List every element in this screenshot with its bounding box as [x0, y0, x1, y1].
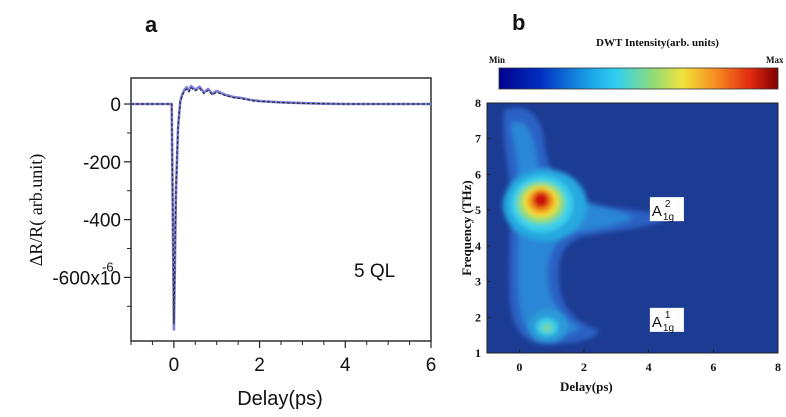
- panel-b-plot-frame: [486, 102, 779, 354]
- panel-a-y-tick-label: -600x10: [52, 268, 121, 289]
- mode-label: A: [652, 314, 662, 331]
- panel-b-y-tick-label: 7: [475, 132, 481, 146]
- panel-b-y-tick-label: 8: [475, 96, 481, 110]
- panel-b-x-axis-label: Delay(ps): [560, 379, 613, 394]
- panel-b-y-tick-label: 3: [475, 275, 481, 289]
- panel-b: b DWT Intensity(arb. units) Min Max: [459, 10, 784, 394]
- colorbar: [498, 67, 779, 90]
- panel-b-y-tick-label: 4: [475, 239, 481, 253]
- mode-label-sub: 1g: [663, 323, 674, 334]
- mode-label-sup: 1: [665, 310, 671, 321]
- panel-a-series: [131, 84, 431, 331]
- panel-b-y-ticks: 1 2 3 4 5 6 7 8: [475, 96, 491, 360]
- heatmap: [487, 103, 778, 353]
- panel-b-x-tick-label: 4: [646, 360, 652, 374]
- panel-a-fit-line: [131, 87, 431, 325]
- mode-low-core: [542, 324, 552, 332]
- mode-label-box: [649, 307, 684, 332]
- panel-a-y-tick-label: 0: [110, 95, 121, 116]
- panel-a-x-tick-label: 6: [426, 355, 437, 376]
- colorbar-min-label: Min: [489, 55, 505, 65]
- panel-b-y-axis-label: Frequency (THz): [459, 180, 474, 275]
- panel-b-x-tick-label: 2: [581, 360, 587, 374]
- panel-b-x-tick-label: 0: [516, 360, 522, 374]
- mode-label-sup: 2: [665, 199, 671, 210]
- panel-a-y-ticks: 0 -200 -400 -600x10: [52, 95, 131, 307]
- panel-b-y-tick-label: 1: [475, 346, 481, 360]
- panel-a-y-tick-label: -200: [83, 153, 121, 174]
- panel-a-x-tick-label: 4: [340, 355, 351, 376]
- panel-a-y-tick-label: -400: [83, 211, 121, 232]
- panel-b-x-tick-label: 6: [710, 360, 716, 374]
- panel-b-label: b: [512, 10, 525, 35]
- panel-a-annotation: 5 QL: [354, 261, 395, 282]
- panel-b-x-tick-label: 8: [775, 360, 781, 374]
- panel-a-x-tick-label: 2: [254, 355, 265, 376]
- colorbar-max-label: Max: [766, 55, 784, 65]
- panel-a-label: a: [145, 12, 158, 37]
- colorbar-title: DWT Intensity(arb. units): [596, 37, 719, 49]
- panel-a-x-tick-label: 0: [169, 355, 180, 376]
- mode-label-box: [649, 197, 684, 222]
- panel-a-x-axis-label: Delay(ps): [237, 388, 323, 410]
- panel-a: a 0 2 4 6 0 -200 -400 -600x10 -6 5 QL Delay(ps…: [26, 12, 436, 410]
- panel-a-y-exponent: -6: [102, 259, 114, 274]
- mode-label-sub: 1g: [663, 212, 674, 223]
- panel-a-y-axis-label: ΔR/R( arb.unit): [26, 154, 47, 267]
- panel-b-x-ticks: 0 2 4 6 8: [516, 349, 781, 374]
- panel-b-y-tick-label: 6: [475, 167, 481, 181]
- panel-b-y-tick-label: 2: [475, 310, 481, 324]
- mode-label: A: [652, 203, 662, 220]
- panel-a-x-ticks: 0 2 4 6: [130, 341, 437, 376]
- mode-high-peak: [533, 192, 549, 208]
- panel-b-y-tick-label: 5: [475, 203, 481, 217]
